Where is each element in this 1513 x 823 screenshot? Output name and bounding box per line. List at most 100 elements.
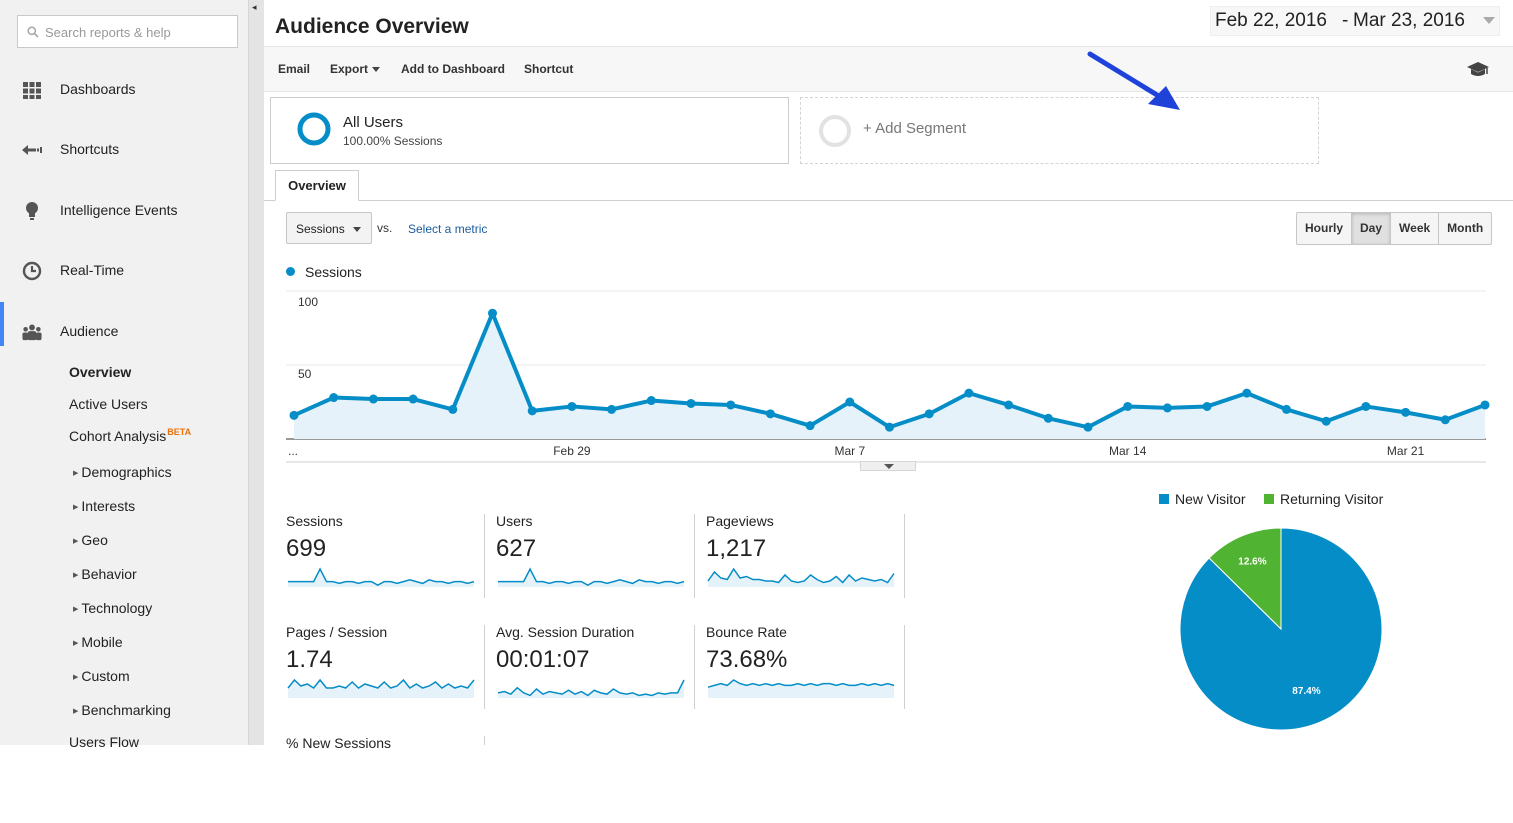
x-tick-label: Feb 29 — [553, 444, 591, 458]
data-point[interactable] — [1480, 400, 1490, 410]
stat-pageviews: Pageviews 1,217 — [706, 513, 916, 601]
nav-intelligence-events[interactable]: Intelligence Events — [0, 191, 248, 231]
data-point[interactable] — [1242, 388, 1252, 398]
nav-dashboards[interactable]: Dashboards — [0, 70, 248, 110]
segment-name: All Users — [343, 114, 404, 131]
date-range-picker[interactable]: Feb 22, 2016 - Mar 23, 2016 — [1210, 6, 1500, 36]
data-point[interactable] — [1083, 422, 1093, 432]
search-box[interactable] — [17, 15, 238, 48]
pie-slice[interactable] — [1208, 527, 1282, 631]
data-point[interactable] — [924, 409, 934, 419]
clock-icon — [22, 261, 42, 281]
data-point[interactable] — [964, 388, 974, 398]
audience-overview-link[interactable]: Overview — [69, 364, 132, 380]
sparkline-line — [498, 567, 685, 587]
stat-label: Avg. Session Duration — [496, 624, 635, 640]
export-label: Export — [330, 62, 369, 76]
date-end: Mar 23, 2016 — [1353, 10, 1465, 31]
search-input[interactable] — [45, 23, 230, 41]
granularity-day[interactable]: Day — [1351, 213, 1391, 244]
data-point[interactable] — [686, 398, 696, 408]
stat-divider — [484, 625, 485, 709]
nav-audience[interactable]: Audience — [0, 302, 248, 352]
nav-real-time[interactable]: Real-Time — [0, 251, 248, 291]
data-point[interactable] — [1321, 416, 1331, 426]
data-point[interactable] — [845, 397, 855, 407]
graduation-cap-icon[interactable] — [1466, 60, 1490, 78]
data-point[interactable] — [448, 404, 458, 414]
chart-expand-handle[interactable] — [860, 461, 916, 471]
custom-link[interactable]: Custom — [73, 668, 129, 684]
demographics-link[interactable]: Demographics — [73, 464, 171, 480]
y-tick-label: 100 — [298, 295, 318, 309]
data-point[interactable] — [885, 422, 894, 432]
data-point[interactable] — [329, 393, 339, 403]
data-point[interactable] — [765, 409, 775, 419]
email-button[interactable]: Email — [278, 62, 311, 76]
data-point[interactable] — [607, 404, 617, 414]
cohort-analysis-link[interactable]: Cohort AnalysisBETA — [69, 427, 191, 444]
behavior-link[interactable]: Behavior — [73, 566, 136, 582]
granularity-week[interactable]: Week — [1390, 213, 1438, 244]
sparkline-area — [498, 680, 684, 698]
shortcut-button[interactable]: Shortcut — [524, 62, 574, 76]
data-point[interactable] — [408, 394, 418, 404]
data-point[interactable] — [1004, 400, 1014, 410]
export-button[interactable]: Export — [330, 62, 381, 76]
tab-overview[interactable]: Overview — [275, 170, 359, 201]
segment-all-users[interactable]: All Users 100.00% Sessions — [270, 97, 789, 164]
data-point[interactable] — [1123, 401, 1133, 411]
mobile-link[interactable]: Mobile — [73, 634, 122, 650]
data-point[interactable] — [646, 396, 656, 406]
data-point[interactable] — [488, 308, 497, 318]
stat-value: 73.68% — [706, 646, 788, 673]
data-point[interactable] — [1401, 407, 1411, 417]
sparkline-line — [707, 567, 895, 584]
active-users-link[interactable]: Active Users — [69, 396, 148, 412]
stat-divider — [904, 625, 905, 709]
sparkline-line — [288, 567, 475, 587]
add-to-dashboard-button[interactable]: Add to Dashboard — [401, 62, 505, 76]
sparkline — [498, 567, 685, 587]
data-point[interactable] — [1440, 415, 1450, 425]
sparkline — [497, 679, 685, 698]
stat-avg-session-duration: Avg. Session Duration 00:01:07 — [496, 624, 706, 712]
technology-link[interactable]: Technology — [73, 600, 152, 616]
sidebar-collapse-toggle[interactable]: ◂ — [248, 0, 264, 745]
benchmarking-link[interactable]: Benchmarking — [73, 702, 171, 718]
legend-swatch — [1264, 494, 1274, 504]
y-tick-label: 50 — [298, 367, 312, 381]
nav-label: Shortcuts — [60, 141, 120, 157]
tab-underline — [264, 200, 1513, 201]
nav-shortcuts[interactable]: Shortcuts — [0, 130, 248, 170]
data-point[interactable] — [527, 406, 537, 416]
select-metric-link[interactable]: Select a metric — [408, 222, 488, 236]
granularity-month[interactable]: Month — [1438, 213, 1491, 244]
data-point[interactable] — [1162, 403, 1172, 413]
geo-link[interactable]: Geo — [73, 532, 107, 548]
data-point[interactable] — [368, 394, 378, 404]
lightbulb-icon — [26, 202, 38, 220]
add-segment-button[interactable]: + Add Segment — [800, 97, 1319, 164]
stat-divider — [904, 514, 905, 598]
sparkline — [707, 567, 895, 587]
data-point[interactable] — [1361, 401, 1371, 411]
stat-divider — [484, 514, 485, 598]
data-point[interactable] — [289, 410, 299, 420]
data-point[interactable] — [805, 421, 815, 431]
data-point[interactable] — [1043, 413, 1053, 423]
metric-select[interactable]: Sessions — [286, 212, 372, 244]
data-point[interactable] — [567, 401, 577, 411]
data-point[interactable] — [726, 400, 736, 410]
stat-divider — [694, 625, 695, 709]
legend-swatch — [1159, 494, 1169, 504]
chevron-down-icon — [1483, 17, 1495, 24]
users-flow-link[interactable]: Users Flow — [69, 734, 140, 750]
interests-link[interactable]: Interests — [73, 498, 135, 514]
stat-label: Bounce Rate — [706, 624, 787, 640]
collapse-arrow-icon: ◂ — [252, 2, 257, 12]
data-point[interactable] — [1202, 401, 1212, 411]
data-point[interactable] — [1282, 404, 1291, 414]
segment-ring-icon — [297, 112, 331, 146]
granularity-hourly[interactable]: Hourly — [1305, 221, 1344, 235]
